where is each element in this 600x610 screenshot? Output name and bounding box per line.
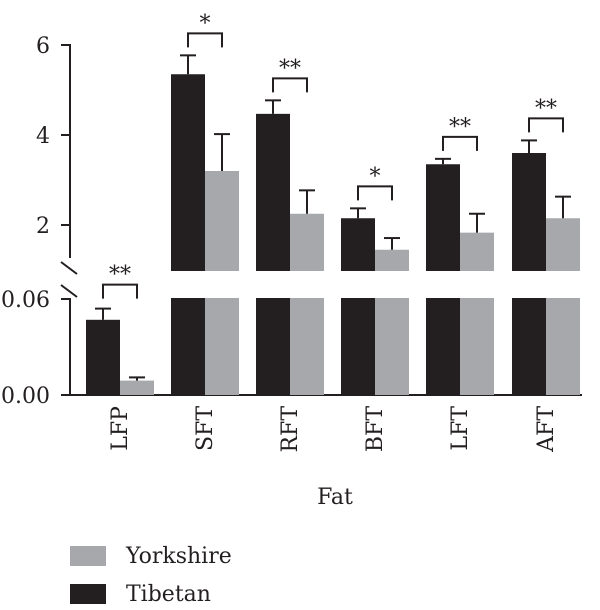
legend-swatch	[70, 546, 106, 566]
legend: Yorkshire Tibetan	[70, 544, 232, 607]
bar-tibetan-lower	[256, 298, 290, 395]
y-tick-label: 0.00	[1, 384, 50, 409]
significance-label: **	[279, 56, 301, 81]
significance-label: **	[109, 263, 131, 288]
significance-bracket	[102, 283, 138, 299]
x-tick-label: SFT	[193, 406, 218, 451]
x-tick-label: BFT	[363, 406, 388, 452]
bar-yorkshire	[460, 232, 494, 271]
legend-swatch	[70, 584, 106, 604]
bar-tibetan	[171, 74, 205, 271]
x-tick-label: RFT	[278, 406, 303, 453]
bar-tibetan-lower	[171, 298, 205, 395]
bar-tibetan	[256, 113, 290, 271]
significance-label: **	[535, 96, 557, 121]
bar-yorkshire-lower	[460, 298, 494, 395]
bar-tibetan	[341, 218, 375, 271]
significance-label: *	[370, 164, 381, 189]
significance-bracket	[528, 117, 564, 133]
bar-tibetan	[86, 319, 120, 395]
bar-tibetan-lower	[341, 298, 375, 395]
bar-yorkshire-lower	[205, 298, 239, 395]
x-tick-label: AFT	[534, 406, 559, 453]
bar-yorkshire-lower	[546, 298, 580, 395]
legend-label: Tibetan	[126, 582, 211, 607]
category-labels: LFP SFT RFT BFT LFT AFT	[108, 406, 559, 453]
x-axis-title: Fat	[317, 485, 353, 510]
y-tick-label: 6	[36, 34, 50, 59]
bar-tibetan	[426, 164, 460, 271]
x-tick-label: LFP	[108, 406, 133, 451]
significance-bracket	[442, 135, 478, 151]
significance-label: **	[449, 115, 471, 140]
bar-yorkshire	[120, 380, 154, 395]
significance-bracket	[357, 185, 393, 201]
bar-yorkshire	[546, 218, 580, 271]
significance-bracket	[187, 32, 223, 48]
bar-yorkshire-lower	[290, 298, 324, 395]
upper-y-axis: 2 4 6	[36, 34, 78, 275]
lower-y-axis: 0.00 0.06	[1, 284, 582, 409]
bars: **********	[86, 11, 580, 395]
bar-tibetan-lower	[426, 298, 460, 395]
bar-tibetan	[512, 153, 546, 271]
significance-bracket	[272, 77, 308, 93]
axis-break-mark-lower	[60, 284, 78, 298]
x-tick-label: LFT	[448, 406, 473, 451]
axis-break-mark-upper	[60, 261, 78, 275]
significance-label: *	[200, 11, 211, 36]
bar-yorkshire	[290, 213, 324, 271]
y-tick-label: 2	[36, 214, 50, 239]
bar-yorkshire	[375, 249, 409, 271]
y-tick-label: 0.06	[1, 288, 50, 313]
y-tick-label: 4	[36, 124, 50, 149]
legend-label: Yorkshire	[125, 544, 232, 569]
bar-yorkshire-lower	[375, 298, 409, 395]
bar-yorkshire	[205, 171, 239, 271]
bar-tibetan-lower	[512, 298, 546, 395]
